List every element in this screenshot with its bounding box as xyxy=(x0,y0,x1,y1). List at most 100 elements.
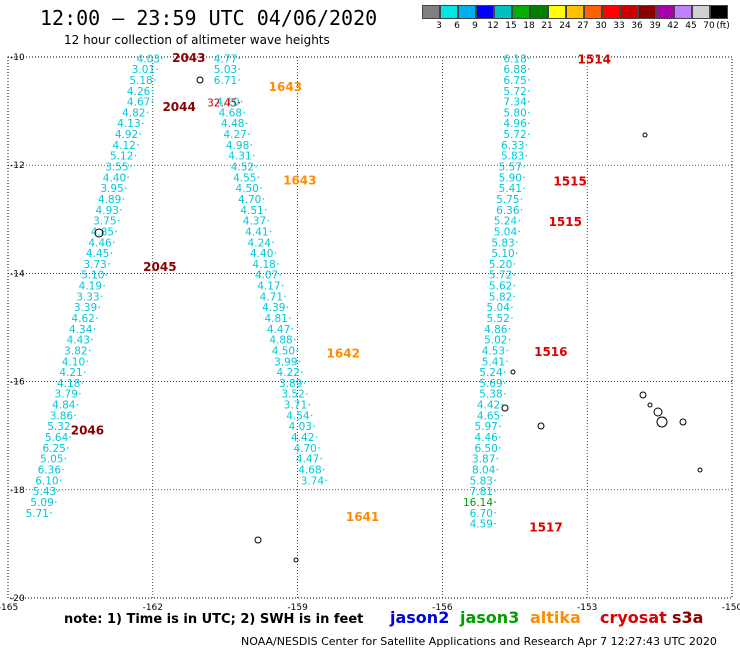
data-value-label: 6.10 xyxy=(35,475,58,487)
data-point xyxy=(88,349,91,352)
data-point xyxy=(115,230,117,233)
data-point xyxy=(252,154,255,157)
legend-label: 24 xyxy=(559,21,571,31)
data-value-label: 5.83 xyxy=(470,475,493,487)
island-outline xyxy=(510,369,516,375)
data-point xyxy=(506,349,508,352)
data-point xyxy=(74,414,76,417)
island-outline xyxy=(501,404,509,412)
data-value-label: 4.40 xyxy=(250,248,273,260)
data-value-label: 4.51 xyxy=(240,205,263,217)
data-value-label: 5.71 xyxy=(26,508,49,520)
data-point xyxy=(515,252,518,254)
data-point xyxy=(511,317,513,319)
legend-swatch xyxy=(494,5,512,19)
y-tick-label: -20 xyxy=(10,594,25,604)
data-point xyxy=(296,349,298,352)
satellite-label-jason2: jason2 xyxy=(390,608,450,627)
data-point xyxy=(513,295,516,298)
data-value-label: 4.84 xyxy=(52,400,76,412)
data-point xyxy=(57,490,59,492)
data-point xyxy=(83,371,86,373)
data-point xyxy=(325,479,327,482)
data-point xyxy=(528,111,530,114)
data-value-label: 5.72 xyxy=(489,270,512,282)
data-point xyxy=(122,198,125,200)
data-point xyxy=(525,154,528,157)
data-point xyxy=(506,360,508,363)
data-point xyxy=(129,165,132,168)
legend-swatch xyxy=(458,5,476,19)
data-point xyxy=(308,403,310,406)
data-point xyxy=(124,187,127,189)
data-value-label: 5.75 xyxy=(496,194,519,206)
data-value-label: 5.05 xyxy=(40,454,63,466)
data-point xyxy=(520,209,523,211)
data-value-label: 4.43 xyxy=(67,335,90,347)
footer-note: note: 1) Time is in UTC; 2) SWH is in fe… xyxy=(64,612,364,627)
island-outline xyxy=(537,422,545,430)
data-point xyxy=(108,263,110,265)
data-point xyxy=(320,457,323,460)
data-value-label: 5.83 xyxy=(491,237,514,249)
data-value-label: 4.59 xyxy=(470,519,493,531)
data-value-label: 4.39 xyxy=(262,302,285,314)
legend-swatch xyxy=(674,5,692,19)
data-point xyxy=(93,328,96,330)
data-point xyxy=(281,284,284,287)
data-point xyxy=(496,468,499,471)
data-value-label: 3.74 xyxy=(301,475,325,487)
data-value-label: 3.71 xyxy=(284,400,307,412)
data-point xyxy=(134,154,137,157)
island-outline xyxy=(697,467,703,473)
data-value-label: 3.55 xyxy=(105,162,128,174)
plot-frame xyxy=(7,56,733,599)
data-point xyxy=(303,382,306,384)
data-value-label: 4.42 xyxy=(291,432,314,444)
data-value-label: 3.39 xyxy=(74,302,97,314)
data-point xyxy=(269,230,272,233)
track-time-label: 2046 xyxy=(71,423,104,437)
data-value-label: 5.41 xyxy=(499,183,522,195)
data-value-label: 4.92 xyxy=(115,129,138,141)
data-point xyxy=(50,511,52,514)
data-point xyxy=(301,371,303,373)
y-tick-label: -14 xyxy=(10,269,25,279)
data-value-label: 6.71 xyxy=(214,75,237,87)
data-value-label: 4.50 xyxy=(236,183,259,195)
data-value-label: 4.77 xyxy=(214,53,237,65)
data-point xyxy=(161,57,163,60)
data-point xyxy=(255,165,257,168)
data-value-label: 4.67 xyxy=(127,97,150,109)
data-point xyxy=(494,501,496,503)
data-value-label: 5.83 xyxy=(501,151,524,163)
data-point xyxy=(139,133,142,135)
data-point xyxy=(69,436,72,438)
data-value-label: 5.10 xyxy=(81,270,104,282)
data-point xyxy=(100,295,103,298)
data-point xyxy=(260,187,262,189)
satellite-label-s3a: s3a xyxy=(672,608,704,627)
data-point xyxy=(508,338,511,341)
data-point xyxy=(64,457,67,460)
track-time-label: 1643 xyxy=(269,80,302,94)
data-value-label: 5.12 xyxy=(110,151,133,163)
data-value-label: 7.81 xyxy=(470,486,493,498)
data-value-label: 3.86 xyxy=(50,410,74,422)
data-value-label: 6.70 xyxy=(470,508,493,520)
data-point xyxy=(503,382,506,384)
legend-swatch xyxy=(566,5,584,19)
island-outline xyxy=(679,418,687,426)
track-time-label: 2043 xyxy=(172,51,205,65)
data-point xyxy=(518,219,520,222)
data-value-label: 4.03 xyxy=(289,421,312,433)
data-point xyxy=(305,392,308,395)
data-value-label: 4.46 xyxy=(474,432,498,444)
data-point xyxy=(508,328,511,330)
data-value-label: 3.82 xyxy=(64,345,87,357)
data-value-label: 5.41 xyxy=(482,356,505,368)
data-point xyxy=(496,457,499,460)
data-value-label: 5.57 xyxy=(499,162,522,174)
data-point xyxy=(528,89,530,92)
data-value-label: 4.03 xyxy=(137,53,160,65)
